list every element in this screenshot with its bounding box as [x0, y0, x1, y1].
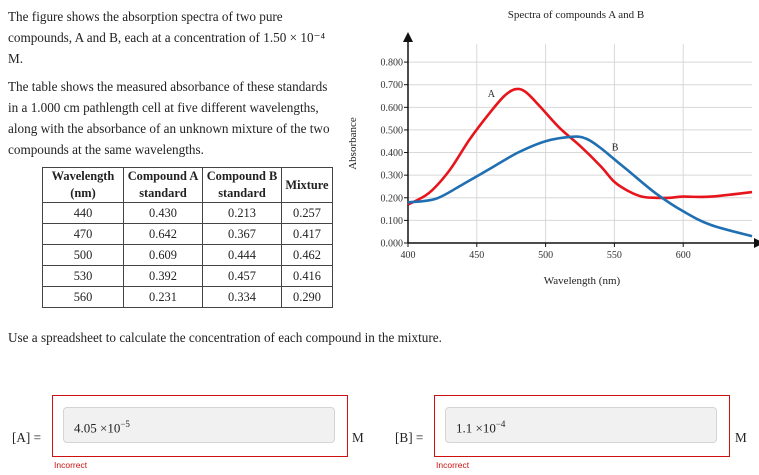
- x-tick-label: 400: [401, 250, 416, 261]
- y-axis-label: Absorbance: [347, 117, 359, 170]
- y-tick-label: 0.200: [381, 193, 404, 204]
- table-cell: 530: [42, 265, 124, 287]
- answer-b-status: Incorrect: [436, 460, 470, 470]
- header-compound-a: Compound A standard: [123, 167, 203, 203]
- answer-b-input[interactable]: 1.1 ×10−4: [445, 407, 717, 443]
- answer-b-times: ×10: [475, 420, 496, 436]
- answer-a-status: Incorrect: [54, 460, 88, 470]
- table-cell: 0.213: [202, 202, 282, 224]
- table-cell: 0.257: [281, 202, 333, 224]
- y-tick-label: 0.000: [381, 239, 404, 250]
- spectra-chart: Spectra of compounds A and B 0.000 0.100 0.…: [347, 9, 759, 287]
- series-line-b: [407, 135, 753, 238]
- table-cell: 0.457: [202, 265, 282, 287]
- table-cell: 440: [42, 202, 124, 224]
- answer-b-box: [434, 395, 730, 457]
- table-cell: 0.231: [123, 286, 203, 308]
- series-label-b: B: [612, 143, 619, 154]
- table-cell: 560: [42, 286, 124, 308]
- answer-b-exponent: −4: [495, 419, 506, 429]
- x-axis-label: Wavelength (nm): [544, 275, 621, 287]
- table-header-row: Wavelength (nm) Compound A standard Comp…: [42, 167, 333, 203]
- table-cell: 0.367: [202, 223, 282, 245]
- table-cell: 0.609: [123, 244, 203, 266]
- intro-paragraph-1: The figure shows the absorption spectra …: [8, 9, 326, 66]
- absorbance-table: Wavelength (nm) Compound A standard Comp…: [42, 167, 333, 308]
- y-tick-label: 0.500: [381, 125, 404, 136]
- answer-a-box: [52, 395, 348, 457]
- y-axis-arrow: [403, 32, 413, 42]
- table-row: 440 0.430 0.213 0.257: [42, 202, 333, 224]
- x-axis-arrow: [754, 238, 759, 248]
- answer-b-mantissa: 1.1: [456, 420, 473, 436]
- table-cell: 0.392: [123, 265, 203, 287]
- instruction-text: Use a spreadsheet to calculate the conce…: [8, 330, 442, 345]
- chart-title: Spectra of compounds A and B: [508, 9, 645, 21]
- x-tick-label: 550: [607, 250, 622, 261]
- table-row: 470 0.642 0.367 0.417: [42, 223, 333, 245]
- header-compound-b: Compound B standard: [202, 167, 282, 203]
- series-label-a: A: [488, 89, 496, 100]
- x-tick-label: 500: [538, 250, 553, 261]
- table-cell: 0.444: [202, 244, 282, 266]
- y-tick-label: 0.600: [381, 103, 404, 114]
- y-tick-label: 0.700: [381, 80, 404, 91]
- answer-b-unit: M: [735, 430, 747, 445]
- table-cell: 470: [42, 223, 124, 245]
- header-mixture: Mixture: [281, 167, 333, 203]
- y-tick-label: 0.800: [381, 58, 404, 69]
- intro-paragraph-2: The table shows the measured absorbance …: [8, 79, 330, 157]
- table-cell: 0.462: [281, 244, 333, 266]
- table-cell: 0.416: [281, 265, 333, 287]
- table-cell: 0.642: [123, 223, 203, 245]
- table-row: 560 0.231 0.334 0.290: [42, 286, 333, 308]
- answer-a-label: [A] =: [12, 430, 42, 445]
- answer-a-times: ×10: [100, 420, 121, 436]
- table-cell: 0.334: [202, 286, 282, 308]
- header-wavelength: Wavelength (nm): [42, 167, 124, 203]
- x-tick-label: 600: [676, 250, 691, 261]
- table-cell: 0.430: [123, 202, 203, 224]
- answer-a-input[interactable]: 4.05 ×10−5: [63, 407, 335, 443]
- table-row: 530 0.392 0.457 0.416: [42, 265, 333, 287]
- x-tick-label: 450: [469, 250, 484, 261]
- table-row: 500 0.609 0.444 0.462: [42, 244, 333, 266]
- answer-b-label: [B] =: [395, 430, 424, 445]
- y-tick-label: 0.100: [381, 216, 404, 227]
- answer-a-unit: M: [352, 430, 364, 445]
- answer-a-exponent: −5: [120, 419, 130, 429]
- answer-a-mantissa: 4.05: [74, 420, 97, 436]
- table-cell: 500: [42, 244, 124, 266]
- y-tick-label: 0.300: [381, 171, 404, 182]
- problem-intro: The figure shows the absorption spectra …: [8, 6, 338, 160]
- table-cell: 0.417: [281, 223, 333, 245]
- table-cell: 0.290: [281, 286, 333, 308]
- y-tick-label: 0.400: [381, 148, 404, 159]
